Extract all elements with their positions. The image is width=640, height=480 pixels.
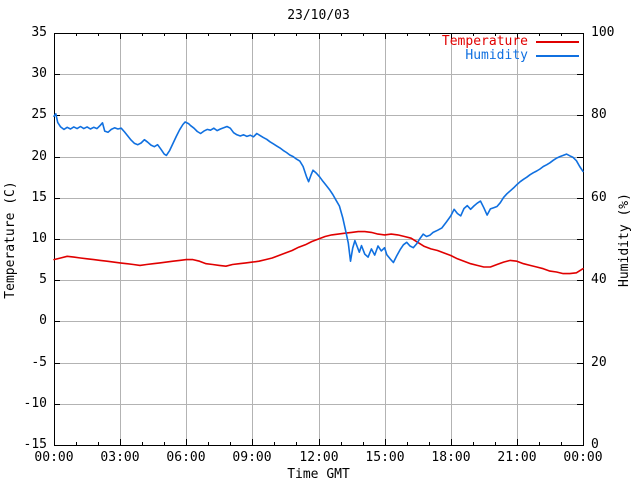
x-axis-title: Time GMT xyxy=(287,467,350,480)
y-axis-left-tick-label: 20 xyxy=(31,149,47,164)
y-axis-left-tick-label: 35 xyxy=(31,25,47,40)
y-axis-right-tick-label: 80 xyxy=(591,107,607,122)
temperature-series-line xyxy=(53,230,584,275)
y-axis-left-tick-label: -15 xyxy=(23,437,47,452)
x-axis-tick-label: 12:00 xyxy=(299,450,339,465)
x-axis-tick-label: 00:00 xyxy=(563,450,603,465)
y-axis-left-tick-label: 5 xyxy=(39,272,47,287)
y-axis-left-tick-label: 25 xyxy=(31,107,47,122)
legend-line-sample-temperature xyxy=(536,41,579,43)
x-axis-tick-label: 15:00 xyxy=(365,450,405,465)
y-axis-right-tick-label: 40 xyxy=(591,272,607,287)
y-axis-right-tick-label: 0 xyxy=(591,437,599,452)
y-axis-left-tick-label: -5 xyxy=(31,355,47,370)
y-axis-left-tick-label: 0 xyxy=(39,313,47,328)
y-axis-left-tick-label: -10 xyxy=(23,396,47,411)
x-axis-tick-label: 18:00 xyxy=(431,450,471,465)
y-axis-left-tick-label: 30 xyxy=(31,66,47,81)
y-axis-right-tick-label: 60 xyxy=(591,190,607,205)
chart-title: 23/10/03 xyxy=(287,8,350,23)
x-axis-tick-label: 00:00 xyxy=(34,450,74,465)
x-axis-tick-label: 03:00 xyxy=(100,450,140,465)
x-axis-tick-label: 21:00 xyxy=(497,450,537,465)
y-axis-right-tick-label: 20 xyxy=(591,355,607,370)
y-axis-right-title: Humidity (%) xyxy=(617,193,632,287)
humidity-series-line xyxy=(53,113,584,264)
x-axis-tick-label: 09:00 xyxy=(232,450,272,465)
y-axis-right-tick-label: 100 xyxy=(591,25,615,40)
y-axis-left-tick-label: 15 xyxy=(31,190,47,205)
x-axis-tick-label: 06:00 xyxy=(166,450,206,465)
y-axis-left-tick-label: 10 xyxy=(31,231,47,246)
legend-label-temperature: Temperature xyxy=(441,34,528,49)
legend-line-sample-humidity xyxy=(536,55,579,57)
legend-label-humidity: Humidity xyxy=(465,48,528,63)
